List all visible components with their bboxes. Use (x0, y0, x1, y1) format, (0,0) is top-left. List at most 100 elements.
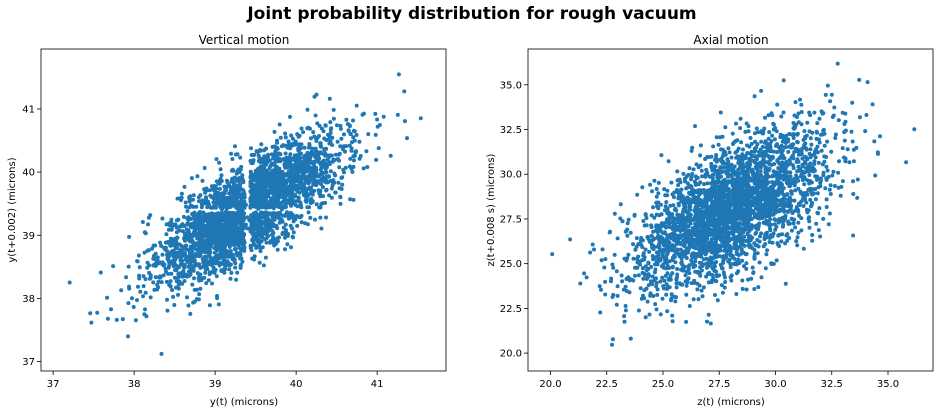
scatter-point (190, 234, 195, 239)
scatter-point (277, 205, 282, 209)
scatter-point (350, 140, 354, 145)
scatter-point (348, 156, 353, 161)
scatter-point (196, 248, 201, 253)
scatter-point (214, 274, 219, 279)
scatter-point (289, 133, 294, 138)
scatter-point (203, 270, 208, 275)
scatter-point (167, 259, 172, 264)
scatter-point (185, 295, 189, 300)
scatter-point (807, 225, 812, 230)
scatter-point (311, 165, 316, 170)
scatter-point (770, 240, 775, 245)
scatter-point (644, 216, 649, 220)
scatter-point (281, 192, 286, 197)
scatter-point (184, 204, 188, 209)
scatter-point (329, 126, 334, 131)
scatter-point (795, 243, 800, 248)
scatter-point (212, 196, 217, 201)
scatter-point (807, 173, 812, 177)
scatter-point (851, 179, 855, 184)
scatter-point (321, 194, 325, 199)
scatter-point (189, 216, 194, 221)
scatter-point (740, 278, 745, 283)
scatter-point (257, 201, 262, 206)
scatter-point (231, 252, 235, 257)
scatter-point (648, 182, 653, 187)
scatter-point (771, 121, 776, 126)
scatter-point (726, 146, 731, 151)
scatter-point (225, 214, 230, 219)
scatter-point (301, 186, 306, 191)
scatter-point (310, 146, 315, 151)
scatter-point (131, 305, 136, 309)
scatter-point (249, 248, 254, 253)
scatter-point (185, 209, 190, 214)
scatter-point (242, 195, 247, 200)
scatter-point (270, 187, 275, 191)
scatter-point (180, 222, 185, 227)
scatter-point (146, 248, 151, 253)
scatter-point (259, 205, 264, 210)
scatter-point (694, 203, 699, 208)
scatter-point (265, 205, 270, 209)
scatter-point (756, 285, 761, 290)
scatter-point (711, 172, 716, 177)
scatter-point (203, 267, 208, 272)
scatter-point (240, 192, 245, 197)
scatter-point (620, 279, 625, 284)
scatter-point (222, 270, 227, 275)
scatter-point (151, 256, 156, 261)
y-tick-label: 38 (22, 294, 35, 305)
scatter-point (186, 217, 191, 222)
scatter-point (148, 213, 153, 218)
scatter-point (592, 247, 596, 252)
scatter-point (654, 200, 659, 205)
scatter-point (239, 226, 244, 231)
scatter-point (817, 116, 822, 121)
scatter-point (261, 148, 266, 153)
scatter-point (301, 130, 306, 135)
scatter-point (263, 196, 268, 201)
scatter-point (172, 250, 177, 255)
scatter-point (331, 116, 336, 121)
scatter-point (228, 262, 233, 267)
scatter-point (309, 136, 313, 141)
scatter-point (664, 292, 669, 297)
scatter-point (137, 276, 142, 281)
scatter-point (151, 280, 156, 285)
scatter-point (723, 280, 728, 284)
scatter-point (137, 265, 142, 270)
scatter-point (327, 162, 332, 167)
scatter-point (200, 228, 205, 233)
scatter-point (333, 190, 338, 195)
scatter-point (147, 263, 152, 268)
scatter-point (322, 147, 327, 152)
scatter-point (328, 130, 333, 135)
scatter-point (275, 176, 280, 181)
scatter-point (221, 192, 226, 197)
scatter-point (298, 181, 303, 186)
scatter-point (202, 166, 207, 170)
scatter-point (200, 202, 205, 207)
scatter-point (321, 162, 326, 167)
scatter-point (159, 351, 164, 356)
scatter-point (865, 80, 870, 85)
scatter-point (222, 225, 227, 230)
scatter-point (105, 295, 110, 300)
scatter-point (578, 281, 583, 286)
scatter-point (250, 226, 255, 231)
scatter-point (222, 215, 227, 220)
scatter-point (354, 103, 359, 108)
scatter-point (623, 308, 628, 313)
scatter-point (248, 205, 253, 210)
scatter-point (174, 279, 179, 284)
scatter-point (222, 262, 227, 267)
scatter-point (855, 195, 860, 200)
scatter-point (326, 137, 331, 142)
scatter-point (135, 298, 139, 303)
scatter-point (166, 265, 171, 270)
scatter-point (840, 179, 845, 184)
scatter-point (241, 248, 246, 253)
scatter-point (656, 206, 661, 211)
scatter-point (320, 172, 325, 177)
